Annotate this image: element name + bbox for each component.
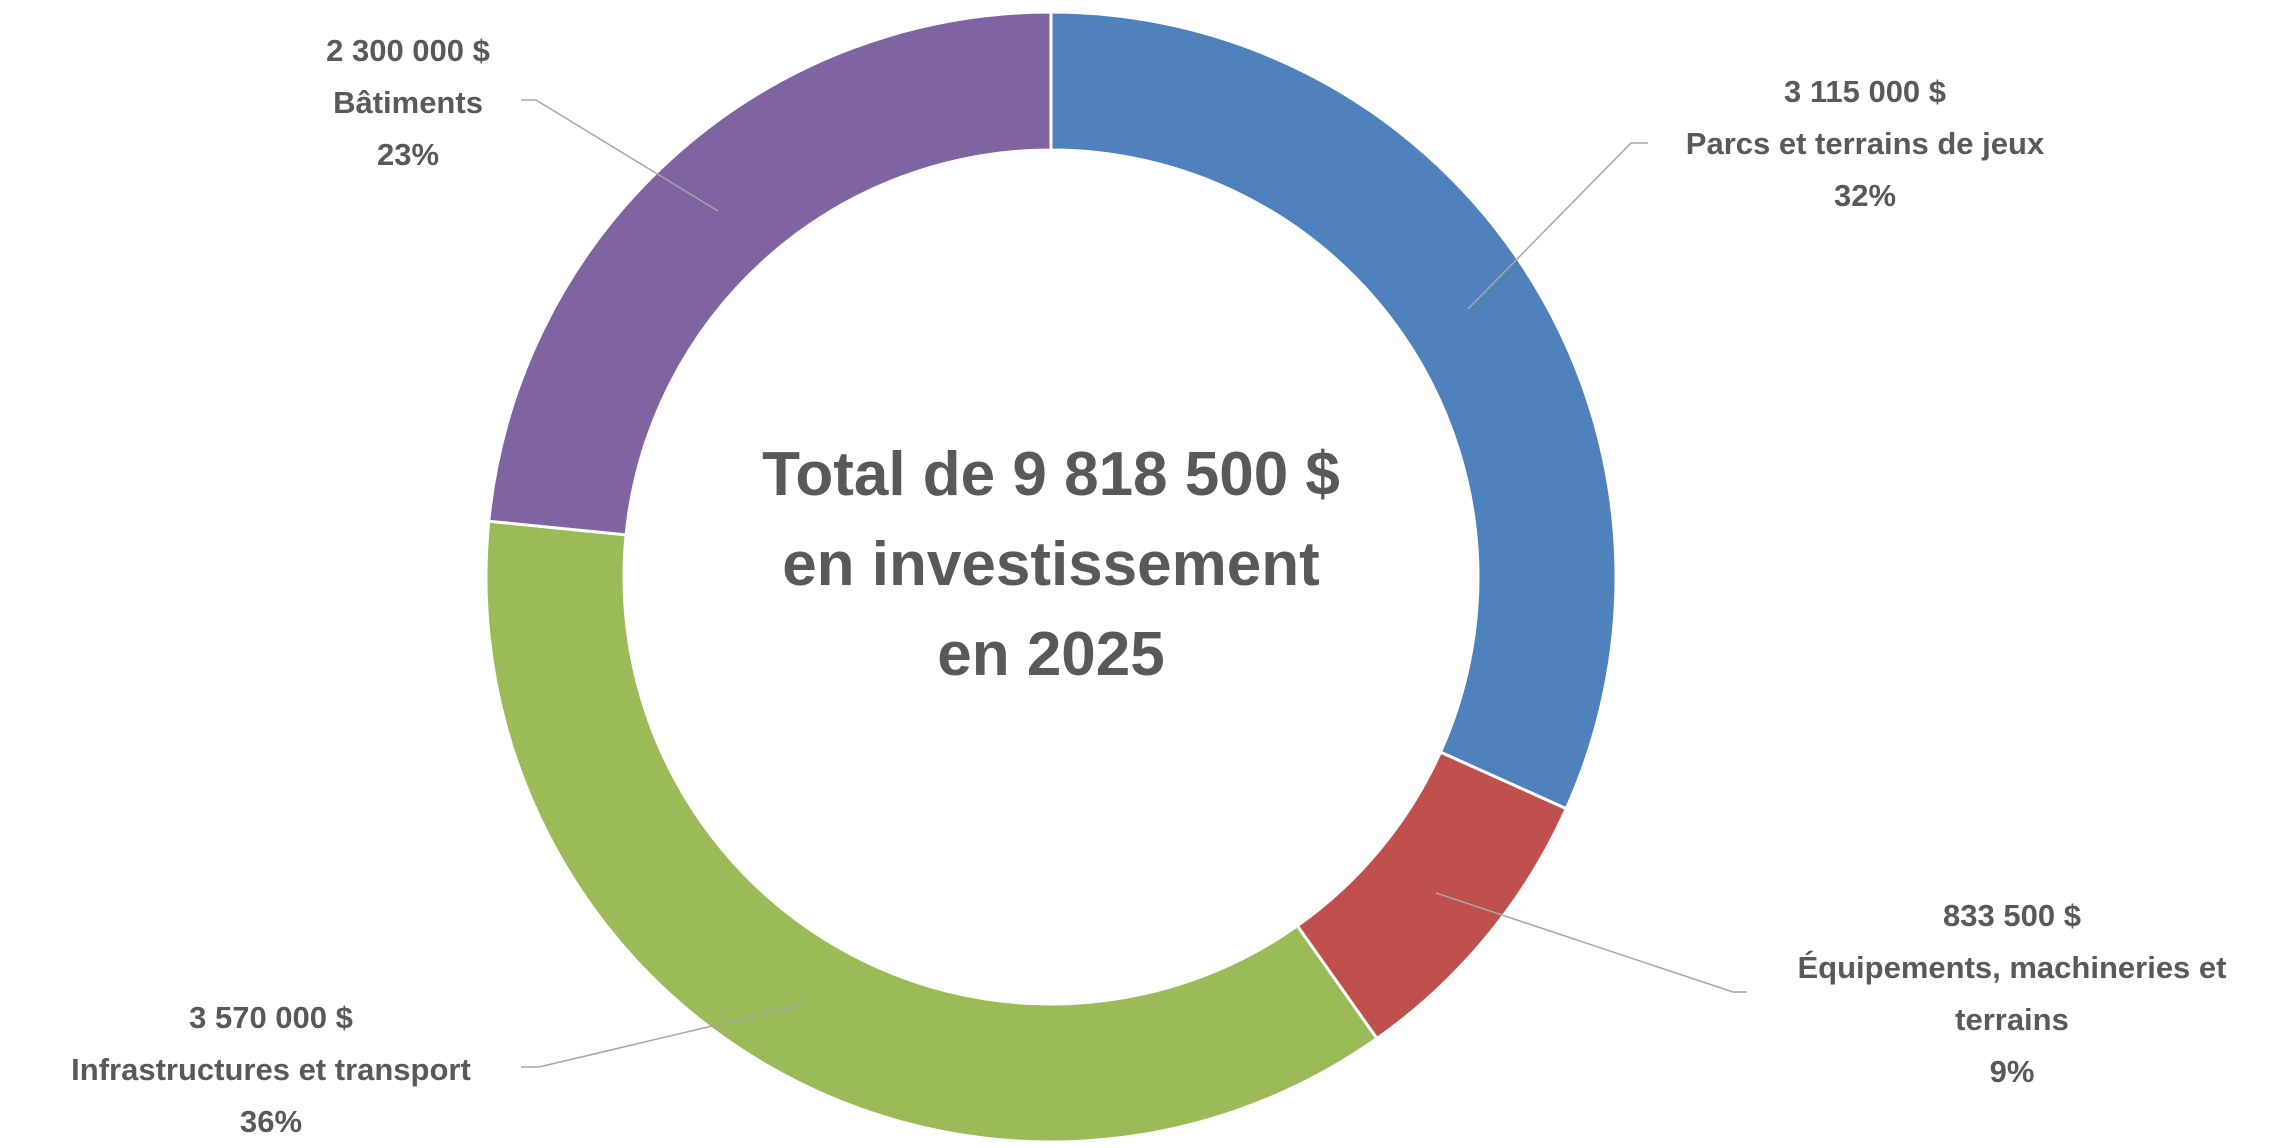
title-line: en 2025 <box>937 620 1165 689</box>
data-label: 833 500 $ Équipements, machineries et ter… <box>1752 890 2272 1098</box>
center-title: Total de 9 818 500 $ en investissement e… <box>651 430 1451 700</box>
percentage-label: 36% <box>239 1104 303 1139</box>
leader-line <box>1467 142 1648 310</box>
value-label: 3 115 000 $ <box>1783 74 1947 109</box>
leader-lines <box>521 99 1747 1068</box>
data-label: 2 300 000 $ Bâtiments 23% <box>208 25 608 181</box>
donut-segment <box>1049 10 1618 811</box>
category-label: Infrastructures et transport <box>71 1052 471 1087</box>
donut-segment <box>487 10 1053 537</box>
value-label: 2 300 000 $ <box>326 33 490 68</box>
value-label: 833 500 $ <box>1943 898 2081 933</box>
category-label: Parcs et terrains de jeux <box>1685 126 2045 161</box>
value-label: 3 570 000 $ <box>189 1000 353 1035</box>
category-label: Équipements, machineries et terrains <box>1797 950 2227 1037</box>
donut <box>484 10 1618 1142</box>
percentage-label: 9% <box>1989 1054 2035 1089</box>
category-label: Bâtiments <box>333 85 483 120</box>
title-line: Total de 9 818 500 $ <box>762 440 1340 509</box>
leader-line <box>1435 892 1747 993</box>
leader-line <box>521 99 719 212</box>
title-line: en investissement <box>782 530 1320 599</box>
leader-line <box>521 1004 802 1068</box>
percentage-label: 23% <box>376 137 440 172</box>
data-label: 3 570 000 $ Infrastructures et transport 3… <box>1 992 541 1148</box>
percentage-label: 32% <box>1833 178 1897 213</box>
data-label: 3 115 000 $ Parcs et terrains de jeux 32% <box>1585 66 2145 222</box>
donut-segment <box>484 519 1379 1142</box>
